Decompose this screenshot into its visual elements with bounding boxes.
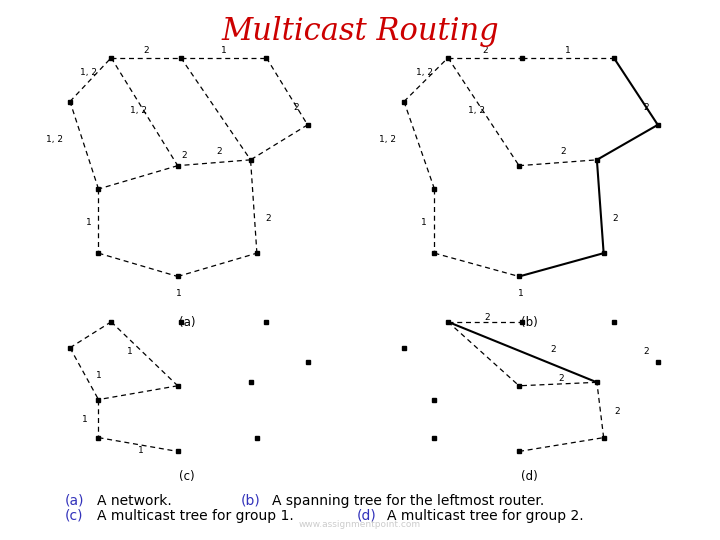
Text: 2: 2 <box>482 46 488 55</box>
Text: 1, 2: 1, 2 <box>379 135 395 144</box>
Text: 1: 1 <box>518 289 523 299</box>
Text: 2: 2 <box>560 146 566 156</box>
Text: 2: 2 <box>216 146 222 156</box>
Text: (a): (a) <box>179 316 195 329</box>
Text: 1: 1 <box>221 46 227 55</box>
Text: A multicast tree for group 2.: A multicast tree for group 2. <box>387 509 584 523</box>
Text: 1, 2: 1, 2 <box>81 68 97 77</box>
Text: 1, 2: 1, 2 <box>468 106 485 115</box>
Text: 2: 2 <box>484 313 490 322</box>
Text: 1: 1 <box>421 218 427 227</box>
Text: A spanning tree for the leftmost router.: A spanning tree for the leftmost router. <box>272 494 544 508</box>
Text: 2: 2 <box>559 374 564 383</box>
Text: 1: 1 <box>176 289 182 299</box>
Text: (a): (a) <box>65 494 84 508</box>
Text: 1, 2: 1, 2 <box>46 135 63 144</box>
Text: (c): (c) <box>65 509 84 523</box>
Text: 2: 2 <box>181 151 187 160</box>
Text: 2: 2 <box>550 345 556 354</box>
Text: (b): (b) <box>241 494 261 508</box>
Text: www.assignmentpoint.com: www.assignmentpoint.com <box>299 521 421 529</box>
Text: (c): (c) <box>179 470 195 483</box>
Text: Multicast Routing: Multicast Routing <box>221 16 499 47</box>
Text: (d): (d) <box>521 470 538 483</box>
Text: 2: 2 <box>294 103 300 112</box>
Text: 2: 2 <box>143 46 149 55</box>
Text: 2: 2 <box>613 214 618 222</box>
Text: A multicast tree for group 1.: A multicast tree for group 1. <box>97 509 302 523</box>
Text: 1, 2: 1, 2 <box>415 68 433 77</box>
Text: 1: 1 <box>86 218 92 227</box>
Text: 1: 1 <box>565 46 571 55</box>
Text: 1: 1 <box>81 415 87 424</box>
Text: 1: 1 <box>96 371 102 380</box>
Text: 2: 2 <box>643 347 649 356</box>
Text: (d): (d) <box>356 509 376 523</box>
Text: 2: 2 <box>265 214 271 222</box>
Text: 2: 2 <box>614 407 620 416</box>
Text: A network.: A network. <box>97 494 185 508</box>
Text: 1: 1 <box>138 446 144 455</box>
Text: 2: 2 <box>643 103 649 112</box>
Text: 1: 1 <box>127 347 133 356</box>
Text: (b): (b) <box>521 316 538 329</box>
Text: 1, 2: 1, 2 <box>130 106 147 115</box>
